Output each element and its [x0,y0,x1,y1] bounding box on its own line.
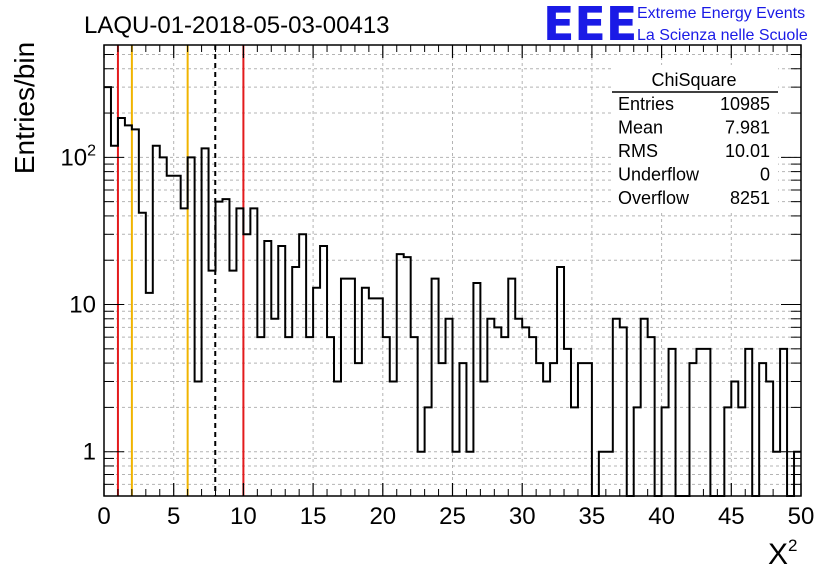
eee-logo-line2: La Scienza nelle Scuole [637,27,808,44]
y-tick-label-base: 1 [83,439,96,466]
eee-logo-mark: EEE [543,0,637,51]
stats-row-label: RMS [618,141,658,161]
x-tick-label: 10 [230,503,257,530]
eee-logo-line1: Extreme Energy Events [637,5,805,22]
stats-row-value: 8251 [730,188,770,208]
stats-row-value: 10985 [720,94,770,114]
stats-box-background [612,65,778,211]
stats-rows: Entries 10985 Mean 7.981 RMS 10.01 Underflow 0 O… [618,94,770,208]
x-tick-label: 40 [648,503,675,530]
x-tick-label: 0 [97,503,110,530]
stats-title: ChiSquare [651,70,736,90]
x-tick-label: 25 [439,503,466,530]
x-tick-label: 45 [718,503,745,530]
y-axis-label: Entries/bin [9,42,40,174]
x-axis-label-base: X [768,538,788,571]
y-tick-label: 10 [69,292,96,319]
x-tick-label: 35 [579,503,606,530]
x-tick-label: 5 [167,503,180,530]
stats-box: ChiSquare Entries 10985 Mean 7.981 RMS 10.01 U… [612,65,778,211]
y-tick-label: 102 [60,142,96,171]
stats-row-label: Overflow [618,188,690,208]
stats-row-label: Entries [618,94,674,114]
x-axis-label: X2 [768,536,797,571]
x-tick-label: 50 [788,503,815,530]
eee-logo: EEE Extreme Energy Events La Scienza nel… [543,0,808,51]
stats-row-value: 7.981 [725,118,770,138]
stats-row-value: 0 [760,165,770,185]
stats-row-value: 10.01 [725,141,770,161]
x-tick-label: 20 [369,503,396,530]
chart-title: LAQU-01-2018-05-03-00413 [84,12,390,39]
x-tick-label: 30 [509,503,536,530]
stats-row-label: Mean [618,118,663,138]
y-tick-label: 1 [83,439,96,466]
y-tick-label-base: 10 [60,144,87,171]
stats-row-label: Underflow [618,165,700,185]
y-tick-label-superscript: 2 [87,142,96,159]
x-tick-label: 15 [300,503,327,530]
x-axis-label-superscript: 2 [788,536,797,555]
y-tick-label-base: 10 [69,292,96,319]
